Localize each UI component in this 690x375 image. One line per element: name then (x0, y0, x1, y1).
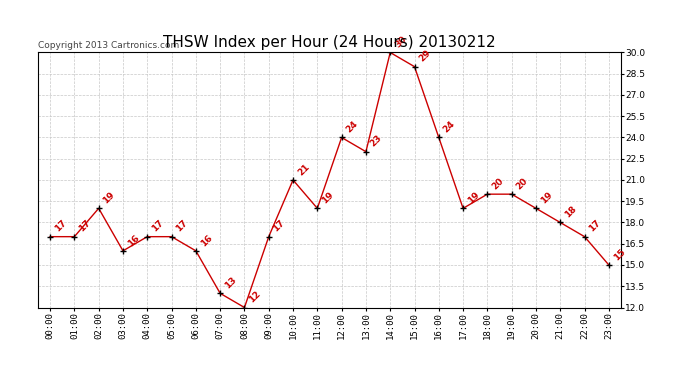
Text: 17: 17 (175, 219, 190, 234)
Text: Copyright 2013 Cartronics.com: Copyright 2013 Cartronics.com (38, 41, 179, 50)
Text: 19: 19 (539, 190, 554, 206)
Text: 20: 20 (515, 176, 529, 191)
Title: THSW Index per Hour (24 Hours) 20130212: THSW Index per Hour (24 Hours) 20130212 (163, 35, 496, 50)
Text: 17: 17 (53, 219, 68, 234)
Text: 30: 30 (393, 34, 408, 50)
Text: 15: 15 (611, 247, 627, 262)
Text: 17: 17 (77, 219, 92, 234)
Text: 23: 23 (368, 134, 384, 149)
Text: 13: 13 (223, 275, 238, 291)
Text: 18: 18 (563, 204, 578, 220)
Text: 19: 19 (101, 190, 117, 206)
Text: 19: 19 (320, 190, 335, 206)
Text: 20: 20 (490, 176, 505, 191)
Text: 24: 24 (442, 119, 457, 135)
Text: 21: 21 (296, 162, 311, 177)
Text: THSW  (°F): THSW (°F) (590, 35, 649, 45)
Text: 17: 17 (150, 219, 166, 234)
Text: 16: 16 (126, 233, 141, 248)
Text: 17: 17 (272, 219, 287, 234)
Text: 12: 12 (247, 290, 262, 305)
Text: 29: 29 (417, 49, 433, 64)
Text: 24: 24 (344, 119, 359, 135)
Text: 17: 17 (587, 219, 602, 234)
Text: 19: 19 (466, 190, 481, 206)
Text: 16: 16 (199, 233, 214, 248)
